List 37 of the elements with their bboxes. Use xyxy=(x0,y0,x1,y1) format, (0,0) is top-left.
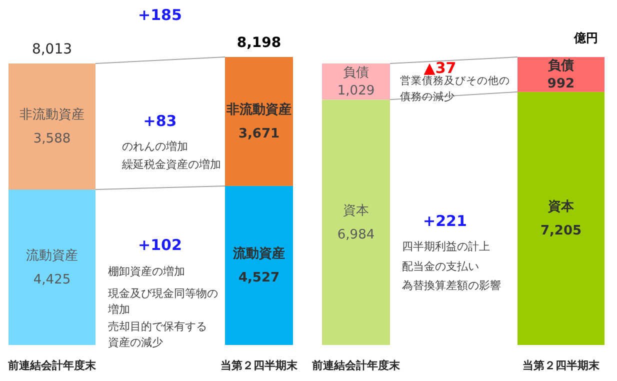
series-label: 流動資産 xyxy=(232,245,285,262)
annotation: 売却目的で保有する資産の減少 xyxy=(108,320,207,349)
text: 資本 xyxy=(548,199,574,214)
x-tick-label: 当第２四半期末 xyxy=(522,359,600,372)
data-label: 1,029 xyxy=(337,84,375,99)
annotation: 現金及び現金同等物の増加 xyxy=(107,287,218,316)
text: 億円 xyxy=(573,31,598,45)
data-label: 7,205 xyxy=(540,223,582,238)
data-label: 3,588 xyxy=(33,132,71,147)
annotation: 棚卸資産の増加 xyxy=(108,265,185,278)
series-label: 非流動資産 xyxy=(226,101,292,118)
annotation: 四半期利益の計上 xyxy=(402,240,490,253)
text: 非流動資産 xyxy=(20,108,84,123)
annotation: 繰延税金資産の増加 xyxy=(121,158,221,171)
series-label: 負債 xyxy=(548,58,574,74)
annotation: のれんの増加 xyxy=(122,140,188,153)
series-label: 資本 xyxy=(343,203,369,218)
data-label: 992 xyxy=(547,76,575,92)
data-label: 3,671 xyxy=(238,126,280,142)
annotation: 為替換算差額の影響 xyxy=(402,279,501,292)
annotation: +83 xyxy=(143,112,177,130)
annotation: +221 xyxy=(423,212,467,230)
annotation: 配当金の支払い xyxy=(402,260,479,273)
text: 流動資産 xyxy=(26,248,78,264)
x-tick-label: 前連結会計年度末 xyxy=(311,359,401,372)
total-label: 8,198 xyxy=(236,35,282,51)
data-label: 4,527 xyxy=(238,270,280,286)
annotation: +102 xyxy=(138,236,182,254)
annotation: 営業債務及びその他の債務の減少 xyxy=(400,74,510,103)
x-tick-label: 前連結会計年度末 xyxy=(7,359,97,372)
x-tick-label: 当第２四半期末 xyxy=(220,359,298,372)
text: 負債 xyxy=(343,66,369,81)
text: +185 xyxy=(138,6,182,24)
data-label: 6,984 xyxy=(337,227,375,242)
annotation: ▲37 xyxy=(424,59,456,77)
data-label: 4,425 xyxy=(33,272,71,288)
total-label: 8,013 xyxy=(32,42,72,58)
